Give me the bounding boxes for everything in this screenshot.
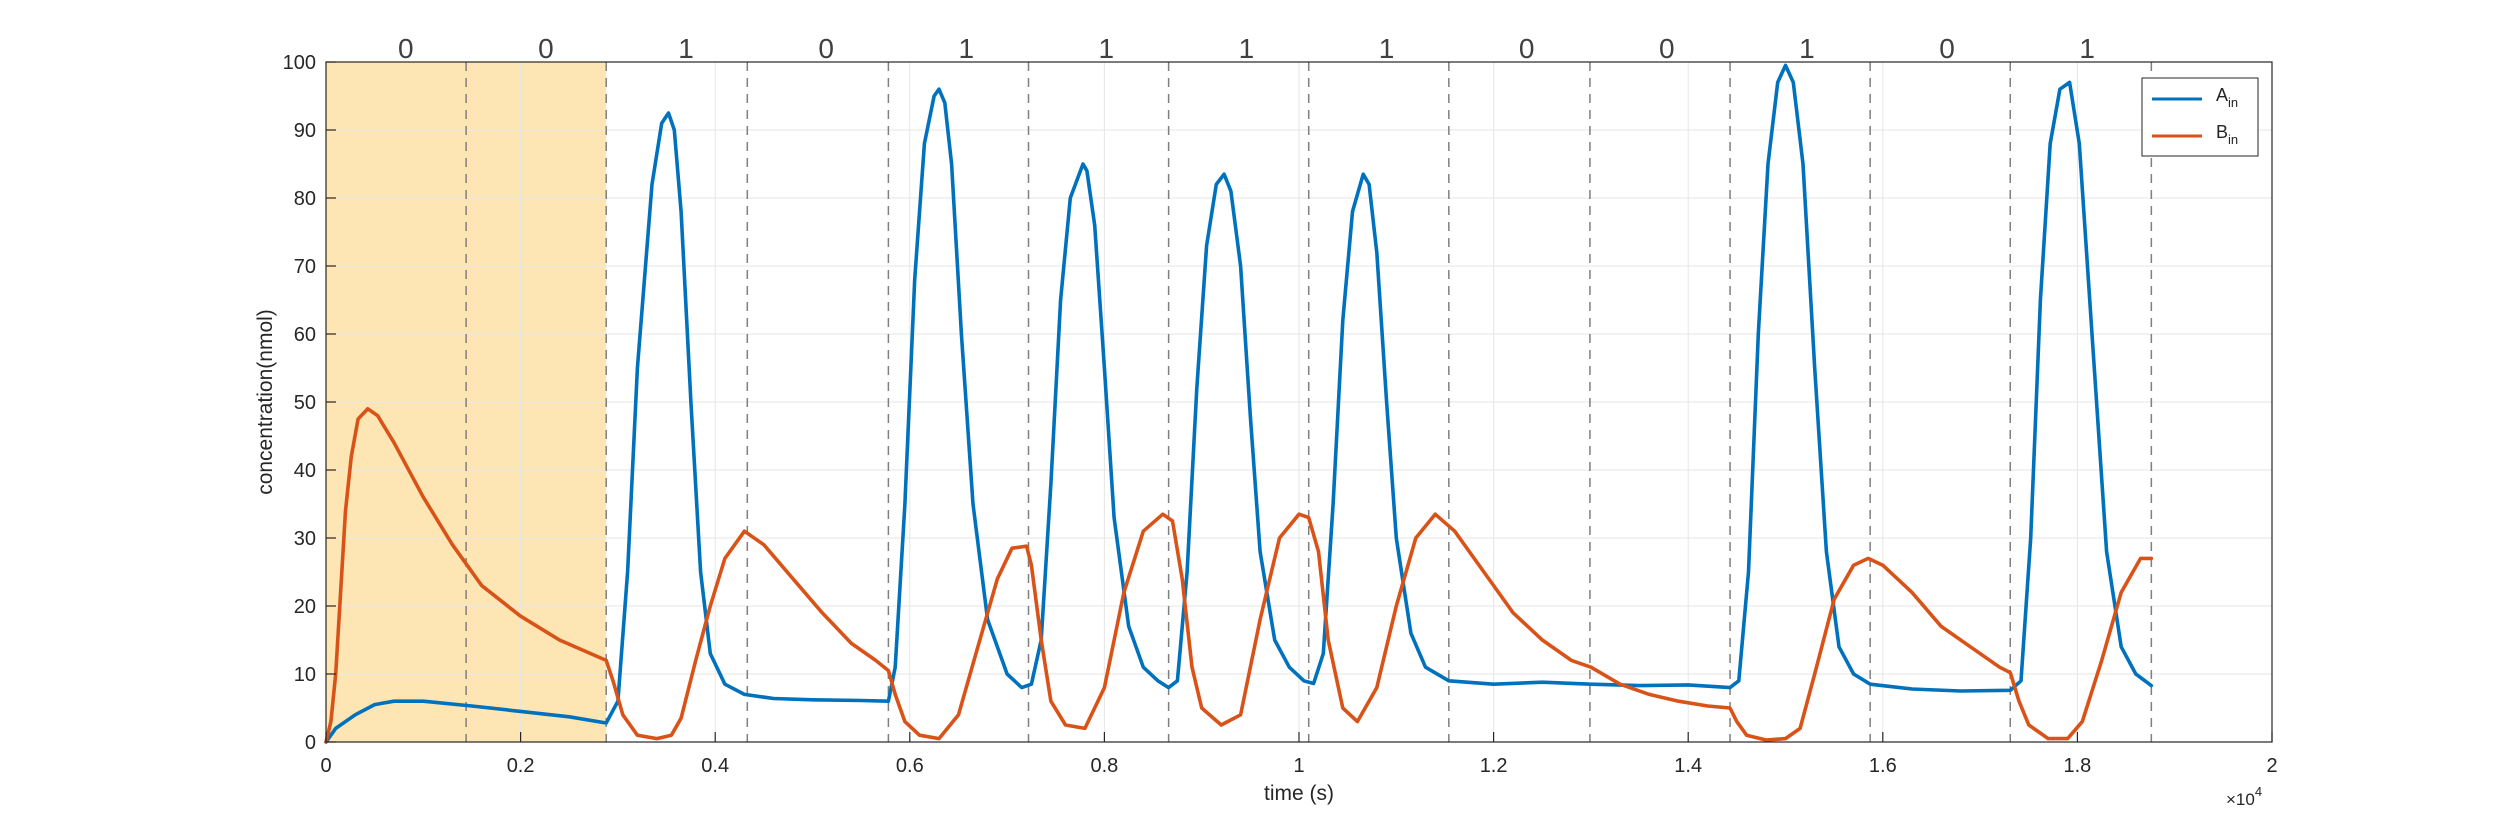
x-tick-label: 1.8 xyxy=(2063,755,2091,777)
y-tick-label: 70 xyxy=(294,256,316,278)
interval-boundary-layer xyxy=(465,62,2153,742)
legend-label-b-name: B xyxy=(2216,122,2228,142)
bit-label-layer: 0 0 1 0 1 1 1 1 0 0 1 0 1 xyxy=(398,33,2095,64)
y-tick-label: 40 xyxy=(294,460,316,482)
x-tick-label: 1.2 xyxy=(1480,755,1508,777)
bit-label: 0 xyxy=(1519,33,1535,64)
bit-label: 0 xyxy=(398,33,414,64)
y-tick-label: 80 xyxy=(294,188,316,210)
bit-label: 1 xyxy=(958,33,974,64)
bit-label: 1 xyxy=(1379,33,1395,64)
legend-label-a-subscript: in xyxy=(2228,95,2238,110)
bit-label: 1 xyxy=(678,33,694,64)
y-tick-label: 30 xyxy=(294,528,316,550)
legend: Ain Bin xyxy=(2141,77,2259,157)
legend-label-a-name: A xyxy=(2216,85,2228,105)
x-tick-label: 1 xyxy=(1293,755,1304,777)
x-tick-label: 0 xyxy=(320,755,331,777)
series-line-a xyxy=(324,63,2154,744)
y-tick-label: 20 xyxy=(294,596,316,618)
x-tick-label: 0.8 xyxy=(1090,755,1118,777)
bit-label: 1 xyxy=(1799,33,1815,64)
x-tick-label: 0.2 xyxy=(507,755,535,777)
y-axis-label: concentration(nmol) xyxy=(254,309,277,495)
y-tick-label: 100 xyxy=(283,52,316,74)
bit-label: 1 xyxy=(1099,33,1115,64)
x-tick-label: 2 xyxy=(2266,755,2277,777)
y-tick-label: 50 xyxy=(294,392,316,414)
legend-label-b: Bin xyxy=(2216,122,2238,147)
series-line-b xyxy=(324,407,2154,744)
x-tick-label: 0.4 xyxy=(701,755,729,777)
x-tick-label: 0.6 xyxy=(896,755,924,777)
y-tick-label: 0 xyxy=(305,732,316,754)
bit-label: 1 xyxy=(2079,33,2095,64)
bit-label: 0 xyxy=(1939,33,1955,64)
bit-label: 0 xyxy=(818,33,834,64)
legend-label-a: Ain xyxy=(2216,85,2238,110)
x-tick-label: 1.6 xyxy=(1869,755,1897,777)
bit-label: 0 xyxy=(1659,33,1675,64)
x-exponent-label: ×104 xyxy=(2226,784,2262,809)
y-tick-label: 10 xyxy=(294,664,316,686)
x-exponent-power: 4 xyxy=(2255,784,2262,799)
y-tick-label: 60 xyxy=(294,324,316,346)
x-tick-label: 1.4 xyxy=(1674,755,1702,777)
x-exponent-base: ×10 xyxy=(2226,790,2255,809)
x-axis-label: time (s) xyxy=(1264,782,1334,805)
y-tick-label: 90 xyxy=(294,120,316,142)
series-layer xyxy=(324,63,2154,744)
bit-label: 1 xyxy=(1239,33,1255,64)
bit-label: 0 xyxy=(538,33,554,64)
legend-box xyxy=(2141,77,2259,157)
grid-layer xyxy=(325,61,2273,743)
legend-label-b-subscript: in xyxy=(2228,132,2238,147)
tick-layer: 0 0.2 0.4 0.6 0.8 1 1.2 1.4 1.6 1.8 20102030405060… xyxy=(283,52,2278,777)
